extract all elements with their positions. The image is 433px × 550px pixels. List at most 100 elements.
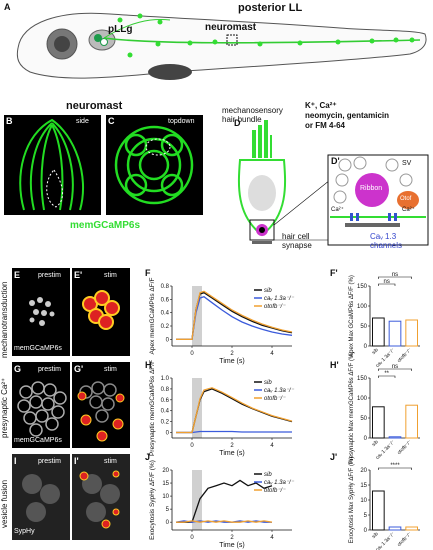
j-xtick-label: 4: [270, 535, 274, 541]
fprime-ylabel: Apex Max GCaMP6s ΔF/F (%): [349, 275, 355, 357]
panel-label-dprime: D': [331, 156, 340, 166]
ribbon-label: Ribbon: [360, 185, 383, 192]
panel-label-fprime: F': [330, 268, 338, 278]
f-stim-bar: [192, 286, 202, 346]
f-ytick-label: 0.6: [161, 297, 170, 303]
fprime-sig-label: ns: [392, 272, 398, 278]
ions-line1: K⁺, Ca²⁺: [305, 101, 337, 110]
f-legend-label: otofb⁻/⁻: [264, 304, 286, 310]
neuromast-label: neuromast: [205, 22, 257, 33]
jprime-category-label: otofb⁻/⁻: [396, 531, 413, 548]
panel-label-g: G: [14, 364, 22, 374]
hprime-sig-label: ns: [392, 364, 398, 370]
jprime-sig-bracket: [378, 467, 412, 470]
panel-label-c: C: [108, 116, 115, 126]
j-legend-label: sib: [264, 472, 272, 478]
j-series-line: [176, 479, 273, 523]
micrograph-c-topdown: [106, 115, 203, 215]
j-ytick-label: 0: [166, 520, 170, 526]
fprime-ytick-label: 0: [364, 344, 368, 350]
j-series-line: [175, 520, 272, 523]
sv-label: SV: [402, 160, 412, 167]
f-xtick-label: 4: [270, 351, 274, 357]
j-xlabel: Time (s): [219, 542, 244, 549]
h-ytick-label: 0.6: [161, 398, 170, 404]
panel-label-jprime: J': [330, 452, 338, 462]
panel-label-gprime: G': [74, 364, 84, 374]
ions-line3: or FM 4-64: [305, 121, 346, 130]
h-xtick-label: 4: [270, 443, 274, 449]
g-marker-label: memGCaMP6s: [14, 437, 62, 444]
jprime-bar: [372, 490, 385, 531]
e-marker-label: memGCaMP6s: [14, 345, 62, 352]
hprime-ytick-label: 100: [357, 396, 368, 402]
i-marker-label: SypHy: [14, 528, 35, 535]
micrograph-b-side: [4, 115, 101, 215]
j-stim-bar: [192, 470, 202, 530]
jprime-bar: [405, 526, 419, 531]
fprime-sig-bracket: [378, 276, 412, 279]
h-ylabel: Presynaptic memGCaMP6s ΔF/F: [149, 360, 156, 456]
hair-cell-diagram: [237, 120, 429, 246]
j-xtick-label: 2: [230, 535, 234, 541]
ca-right-label: Ca²⁺: [402, 207, 415, 213]
topdown-label: topdown: [168, 118, 195, 125]
jprime-ytick-label: 20: [360, 468, 367, 474]
h-stim-bar: [192, 378, 202, 438]
f-legend-label: sib: [264, 288, 272, 294]
h-ytick-label: 0.4: [161, 409, 170, 415]
fprime-bar: [405, 319, 419, 347]
hprime-ytick-label: 50: [360, 416, 367, 422]
hprime-bar: [372, 406, 385, 439]
panel-label-iprime: I': [74, 456, 79, 466]
f-ytick-label: 0.4: [161, 311, 170, 317]
f-xtick-label: 2: [230, 351, 234, 357]
micrograph-g-prestim: [12, 362, 70, 448]
neuromast-title: neuromast: [66, 100, 123, 112]
fprime-ytick-label: 50: [360, 324, 367, 330]
f-ytick-label: 0: [166, 337, 170, 343]
panel-label-i: I: [14, 456, 17, 466]
posterior-ll-title: posterior LL: [238, 2, 303, 14]
f-ytick-label: 0.2: [161, 324, 170, 330]
hprime-category-label: otofb⁻/⁻: [396, 439, 413, 456]
h-ytick-label: 0.8: [161, 387, 170, 393]
eprime-stim-label: stim: [104, 272, 117, 279]
f-series-line: [176, 290, 293, 340]
panel-label-b: B: [6, 116, 13, 126]
synapse-line1: hair cell: [282, 232, 310, 241]
h-series-line: [176, 387, 293, 434]
h-series-line: [176, 430, 292, 434]
micrograph-e-prestim: [12, 268, 70, 356]
otof-label: Otof: [400, 196, 412, 202]
f-xtick-label: 0: [190, 351, 194, 357]
hprime-bar: [388, 436, 402, 439]
micrograph-eprime-stim: [72, 268, 130, 356]
i-prestim-label: prestim: [38, 458, 61, 465]
ions-line2: neomycin, gentamicin: [305, 111, 390, 120]
hprime-sig-bracket: [378, 368, 412, 371]
fprime-sig-bracket: [378, 283, 396, 286]
fprime-sig-label: ns: [383, 279, 389, 285]
h-ytick-label: 1.0: [161, 376, 170, 382]
fprime-ytick-label: 150: [357, 284, 368, 290]
fprime-bar: [372, 317, 385, 347]
j-ytick-label: 15: [162, 481, 169, 487]
memgcamp6s-caption: memGCaMP6s: [70, 220, 141, 231]
jprime-ylabel: Exocytosis Max SypHy ΔF/F (%): [349, 457, 355, 544]
h-ytick-label: 0.2: [161, 420, 170, 426]
j-ylabel: Exocytosis SypHy ΔF/F (%): [149, 460, 156, 540]
f-legend-label: caᵥ 1.3a⁻/⁻: [264, 296, 295, 302]
hprime-sig-bracket: [378, 375, 396, 378]
pllg-label: pLLg: [108, 24, 133, 35]
fprime-category-label: otofb⁻/⁻: [396, 347, 413, 364]
h-xtick-label: 0: [190, 443, 194, 449]
j-ytick-label: 10: [162, 494, 169, 500]
panel-label-f: F: [145, 268, 151, 278]
channels-line1: Caᵥ 1.3: [370, 232, 397, 241]
e-prestim-label: prestim: [38, 272, 61, 279]
ca-left-label: Ca²⁺: [331, 207, 344, 213]
g-prestim-label: prestim: [38, 366, 61, 373]
fprime-bar: [388, 320, 402, 347]
jprime-ytick-label: 0: [364, 528, 368, 534]
